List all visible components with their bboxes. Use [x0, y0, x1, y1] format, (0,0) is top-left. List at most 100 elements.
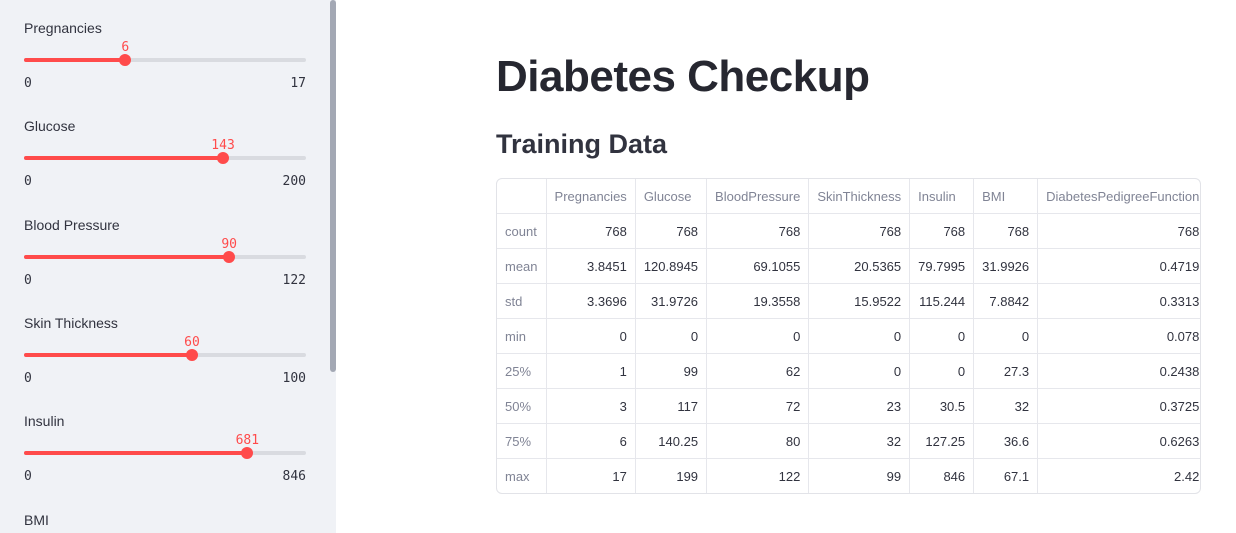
table-cell: 17	[546, 458, 636, 493]
table-cell: 120.8945	[635, 248, 708, 284]
slider-label: Insulin	[24, 413, 65, 429]
slider-skin-thickness[interactable]: Skin Thickness 60 0 100	[24, 315, 306, 387]
table-header-row: Pregnancies Glucose BloodPressure SkinThick…	[497, 179, 1200, 214]
table-cell: 768	[909, 213, 975, 249]
table-cell: 122	[706, 458, 810, 493]
table-cell: 0.078	[1037, 318, 1200, 354]
slider-value: 6	[121, 40, 130, 55]
table-cell: 20.5365	[808, 248, 911, 284]
table-cell: 23	[808, 388, 911, 424]
slider-fill	[24, 255, 230, 259]
row-label: 50%	[497, 388, 547, 424]
table-cell: 0	[706, 318, 810, 354]
table-cell: 2.42	[1174, 468, 1200, 484]
table-cell: 0.3313	[1037, 283, 1200, 319]
table-cell: 15.9522	[808, 283, 911, 319]
table-row: max 17 199 122 99 846 67.1 2.42	[497, 458, 1200, 493]
slider-thumb[interactable]	[223, 251, 236, 263]
table-cell: 117	[635, 388, 708, 424]
section-title: Training Data	[496, 129, 668, 159]
row-label: std	[497, 283, 547, 319]
table-cell: 99	[635, 353, 708, 389]
table-cell: 80	[706, 423, 810, 459]
slider-track[interactable]	[24, 447, 306, 459]
table-cell: 0	[546, 318, 636, 354]
slider-label: Pregnancies	[24, 20, 102, 36]
slider-label: Skin Thickness	[24, 315, 118, 331]
column-header[interactable]: BloodPressure	[706, 179, 810, 214]
table-cell: 32	[808, 423, 911, 459]
table-cell: 27.3	[973, 353, 1039, 389]
table-cell: 6	[546, 423, 636, 459]
table-row: 50% 3 117 72 23 30.5 32 0.3725	[497, 388, 1200, 424]
column-header[interactable]: BMI	[973, 179, 1039, 214]
row-label: 25%	[497, 353, 547, 389]
table-cell: 31.9726	[635, 283, 708, 319]
slider-thumb[interactable]	[119, 54, 132, 66]
slider-min: 0	[24, 273, 32, 288]
slider-min: 0	[24, 371, 32, 386]
table-cell: 768	[1037, 213, 1200, 249]
table-cell: 99	[808, 458, 911, 493]
slider-min: 0	[24, 76, 32, 91]
slider-glucose[interactable]: Glucose 143 0 200	[24, 118, 306, 190]
table-cell: 127.25	[909, 423, 975, 459]
row-label: count	[497, 213, 547, 249]
column-header[interactable]: SkinThickness	[808, 179, 911, 214]
column-header[interactable]: Glucose	[635, 179, 708, 214]
table-cell: 7.8842	[973, 283, 1039, 319]
table-cell: 1	[546, 353, 636, 389]
slider-thumb[interactable]	[186, 349, 198, 361]
table-row: min 0 0 0 0 0 0 0.078	[497, 318, 1200, 354]
table-cell: 3.8451	[546, 248, 636, 284]
column-header[interactable]: Insulin	[909, 179, 975, 214]
table-row: 25% 1 99 62 0 0 27.3 0.2438	[497, 353, 1200, 389]
slider-pregnancies[interactable]: Pregnancies 6 0 17	[24, 20, 306, 92]
slider-track[interactable]	[24, 349, 306, 361]
slider-fill	[24, 353, 192, 357]
column-header[interactable]: DiabetesPedigreeFunction	[1037, 179, 1200, 214]
slider-track[interactable]	[24, 54, 306, 66]
slider-label: Blood Pressure	[24, 217, 120, 233]
sidebar: Pregnancies 6 0 17 Glucose 143 0 200 Blood Press…	[0, 0, 336, 533]
table-cell: 768	[546, 213, 636, 249]
table-row: count 768 768 768 768 768 768 768	[497, 213, 1200, 249]
training-data-table[interactable]: Pregnancies Glucose BloodPressure SkinThick…	[496, 178, 1201, 494]
slider-value: 143	[211, 138, 235, 153]
table-cell: 69.1055	[706, 248, 810, 284]
slider-fill	[24, 451, 248, 455]
slider-thumb[interactable]	[217, 152, 230, 164]
sidebar-scrollbar[interactable]	[330, 0, 336, 372]
slider-fill	[24, 58, 126, 62]
row-label: max	[497, 458, 547, 493]
slider-track[interactable]	[24, 251, 306, 263]
table-cell: 768	[706, 213, 810, 249]
table-cell: 0	[808, 353, 911, 389]
table-cell: 115.244	[909, 283, 975, 319]
slider-insulin[interactable]: Insulin 681 0 846	[24, 413, 306, 485]
slider-value: 60	[184, 335, 200, 350]
table-cell: 67.1	[973, 458, 1039, 493]
row-label: 75%	[497, 423, 547, 459]
table-cell: 72	[706, 388, 810, 424]
slider-blood-pressure[interactable]: Blood Pressure 90 0 122	[24, 217, 306, 289]
table-cell: 3	[546, 388, 636, 424]
table-cell: 62	[706, 353, 810, 389]
slider-label: Glucose	[24, 118, 76, 134]
slider-thumb[interactable]	[241, 447, 254, 459]
slider-track[interactable]	[24, 152, 306, 164]
table-cell: 32	[973, 388, 1039, 424]
table-cell: 768	[808, 213, 911, 249]
table-cell: 31.9926	[973, 248, 1039, 284]
row-label: min	[497, 318, 547, 354]
table-cell: 0.3725	[1037, 388, 1200, 424]
table-cell: 0	[909, 318, 975, 354]
table-cell: 36.6	[973, 423, 1039, 459]
slider-fill	[24, 156, 224, 160]
column-header[interactable]: Pregnancies	[546, 179, 636, 214]
table-cell: 0.6263	[1037, 423, 1200, 459]
table-cell: 0	[973, 318, 1039, 354]
table-row: mean 3.8451 120.8945 69.1055 20.5365 79.7995 3…	[497, 248, 1200, 284]
table-row: std 3.3696 31.9726 19.3558 15.9522 115.244 7.8…	[497, 283, 1200, 319]
table-cell: 140.25	[635, 423, 708, 459]
